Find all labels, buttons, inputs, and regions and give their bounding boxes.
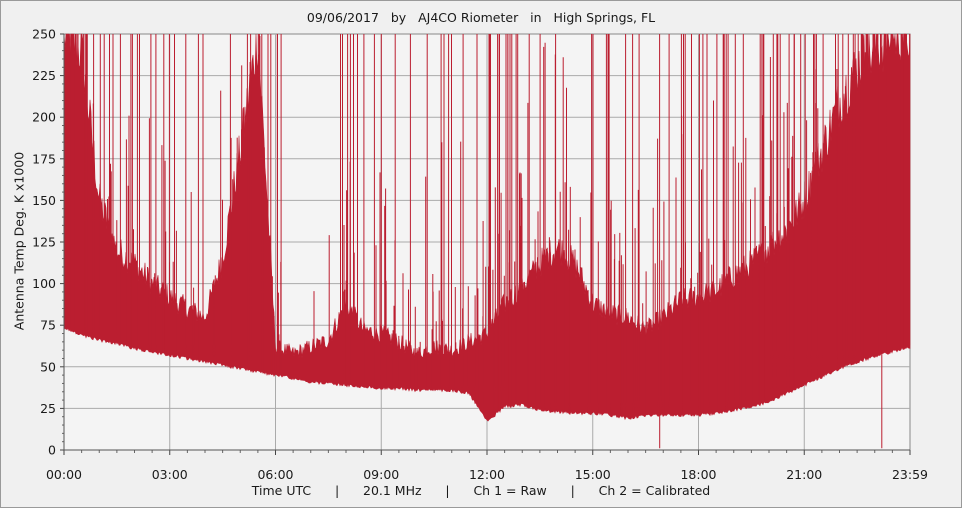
x-tick-label: 09:00 — [363, 467, 399, 482]
y-tick-label: 75 — [40, 318, 56, 333]
y-tick-label: 175 — [32, 151, 56, 166]
y-tick-label: 25 — [40, 401, 56, 416]
x-tick-label: 12:00 — [469, 467, 505, 482]
x-tick-label: 23:59 — [892, 467, 928, 482]
chart-title: 09/06/2017 by AJ4CO Riometer in High Spr… — [306, 10, 656, 25]
x-tick-label: 21:00 — [786, 467, 822, 482]
axes: 0 25 50 75 100 125 150 175 200 225 250 00:00 03:00 06… — [32, 27, 928, 483]
y-tick-label: 225 — [32, 68, 56, 83]
y-tick-label: 125 — [32, 235, 56, 250]
series-layer — [63, 33, 911, 449]
y-tick-label: 150 — [32, 193, 56, 208]
series-spikes-1 — [66, 34, 911, 449]
x-tick-label: 18:00 — [680, 467, 716, 482]
x-tick-label: 00:00 — [46, 467, 82, 482]
y-tick-label: 100 — [32, 276, 56, 291]
x-tick-label: 15:00 — [575, 467, 611, 482]
chart-footer: Time UTC | 20.1 MHz | Ch 1 = Raw | Ch 2 … — [251, 483, 711, 498]
y-tick-label: 200 — [32, 110, 56, 125]
y-tick-label: 0 — [48, 443, 56, 458]
y-tick-label: 250 — [32, 27, 56, 42]
y-tick-label: 50 — [40, 359, 56, 374]
x-tick-label: 06:00 — [257, 467, 293, 482]
x-tick-label: 03:00 — [152, 467, 188, 482]
